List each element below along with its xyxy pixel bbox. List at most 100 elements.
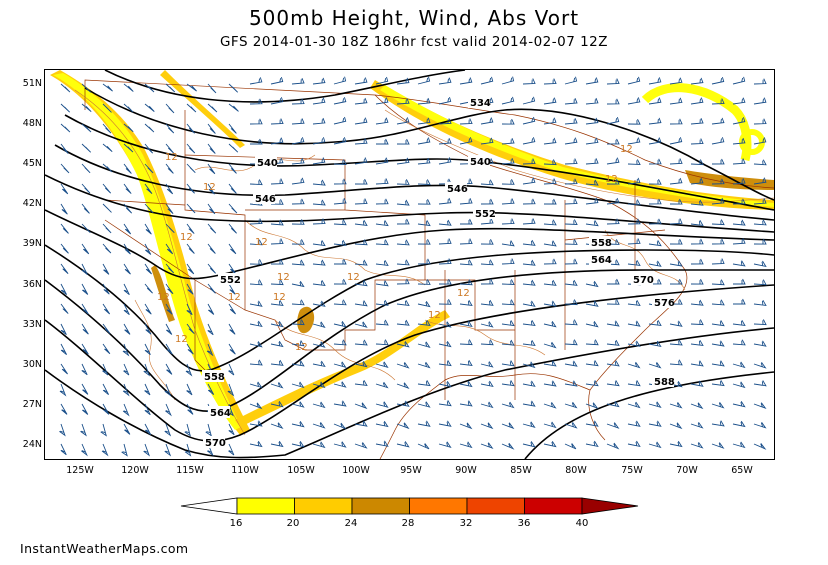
wind-barb (81, 343, 89, 355)
wind-barb (501, 279, 515, 285)
wind-barb (165, 403, 172, 417)
wind-barb (375, 76, 389, 85)
wind-barb (753, 340, 767, 347)
wind-barb (164, 383, 172, 397)
wind-barb (123, 103, 134, 113)
wind-barb (753, 177, 767, 185)
wind-barb (270, 381, 284, 389)
lat-label: 39N (22, 238, 42, 249)
wind-barb (564, 380, 578, 387)
wind-barb (333, 159, 347, 165)
wind-barb (690, 360, 704, 367)
wind-barb (606, 299, 620, 305)
wind-barb (732, 76, 746, 85)
wind-barb (102, 283, 110, 295)
wind-barb (753, 97, 767, 105)
wind-barb (733, 278, 746, 285)
wind-barb (144, 83, 155, 93)
wind-barb (123, 223, 132, 235)
wind-barb (459, 77, 473, 85)
wind-barb (669, 320, 683, 327)
wind-barb (375, 339, 389, 346)
wind-barb (312, 218, 326, 225)
wind-barb (144, 343, 151, 356)
wind-barb (648, 198, 662, 205)
wind-barb (270, 340, 284, 348)
wind-barb (501, 76, 515, 85)
wind-barb (312, 240, 326, 247)
wind-barb (669, 137, 683, 145)
wind-barb (102, 323, 111, 334)
wind-barb (291, 280, 305, 288)
wind-barb (144, 383, 151, 396)
wind-barb (270, 440, 284, 448)
wind-barb (143, 443, 151, 457)
wind-barb (669, 260, 683, 267)
contour-label: 564 (591, 255, 612, 266)
wind-barb (564, 137, 578, 145)
wind-barb (417, 179, 431, 185)
wind-barb (396, 239, 410, 246)
chart-title: 500mb Height, Wind, Abs Vort (248, 6, 580, 30)
wind-barb (501, 339, 515, 346)
wind-barb (711, 178, 725, 185)
wind-barb (333, 299, 347, 306)
wind-barb (81, 183, 91, 194)
wind-barb (564, 401, 578, 409)
wind-barb (460, 218, 473, 225)
lon-label: 120W (121, 465, 149, 476)
wind-barb (207, 123, 216, 134)
wind-barb (606, 218, 620, 225)
wind-barb (669, 158, 683, 165)
lon-label: 80W (565, 465, 587, 476)
wind-barb (60, 403, 68, 415)
wind-barb (480, 299, 494, 306)
wind-barb (501, 158, 515, 165)
wind-barb (585, 339, 599, 346)
wind-barb (417, 137, 431, 145)
wind-barb (690, 422, 704, 429)
wind-barb (480, 76, 494, 85)
contour-label: 540 (257, 158, 278, 169)
wind-barb (164, 423, 172, 437)
wind-barb (333, 400, 347, 407)
wind-barb (81, 283, 89, 295)
wind-barb (606, 400, 620, 408)
wind-barb (312, 117, 326, 125)
wind-barb (543, 137, 557, 145)
wind-barb (81, 203, 90, 214)
wind-barb (543, 402, 557, 409)
colorbar-swatch (524, 497, 583, 515)
wind-barb (60, 183, 69, 195)
wind-barb (648, 420, 662, 427)
wind-barb (312, 300, 326, 307)
colorbar-swatch (180, 497, 238, 515)
wind-barb (249, 179, 263, 186)
wind-barb (60, 203, 68, 215)
wind-barb (669, 339, 683, 346)
wind-barb (291, 299, 305, 306)
wind-barb (396, 441, 410, 448)
wind-barb (711, 279, 725, 286)
wind-barb (480, 198, 494, 205)
wind-barb (690, 258, 704, 265)
vort-label: 12 (228, 292, 241, 303)
wind-barb (480, 117, 494, 125)
wind-barb (753, 159, 767, 166)
wind-barb (144, 123, 155, 133)
wind-barb (459, 320, 473, 328)
wind-barb (100, 423, 107, 437)
colorbar-label: 40 (575, 518, 589, 529)
wind-barb (291, 239, 305, 245)
wind-barb (711, 258, 725, 265)
wind-barb (627, 118, 641, 125)
wind-barb (669, 77, 683, 85)
wind-barb (228, 83, 239, 93)
vort-value-labels: 12 12 12 12 12 12 12 12 12 12 12 12 12 1… (157, 144, 633, 353)
wind-barb (690, 299, 704, 306)
wind-barb (564, 158, 578, 165)
wind-barb (690, 339, 704, 346)
wind-barb (186, 283, 194, 295)
wind-barb (690, 442, 704, 449)
wind-barb (606, 320, 620, 327)
